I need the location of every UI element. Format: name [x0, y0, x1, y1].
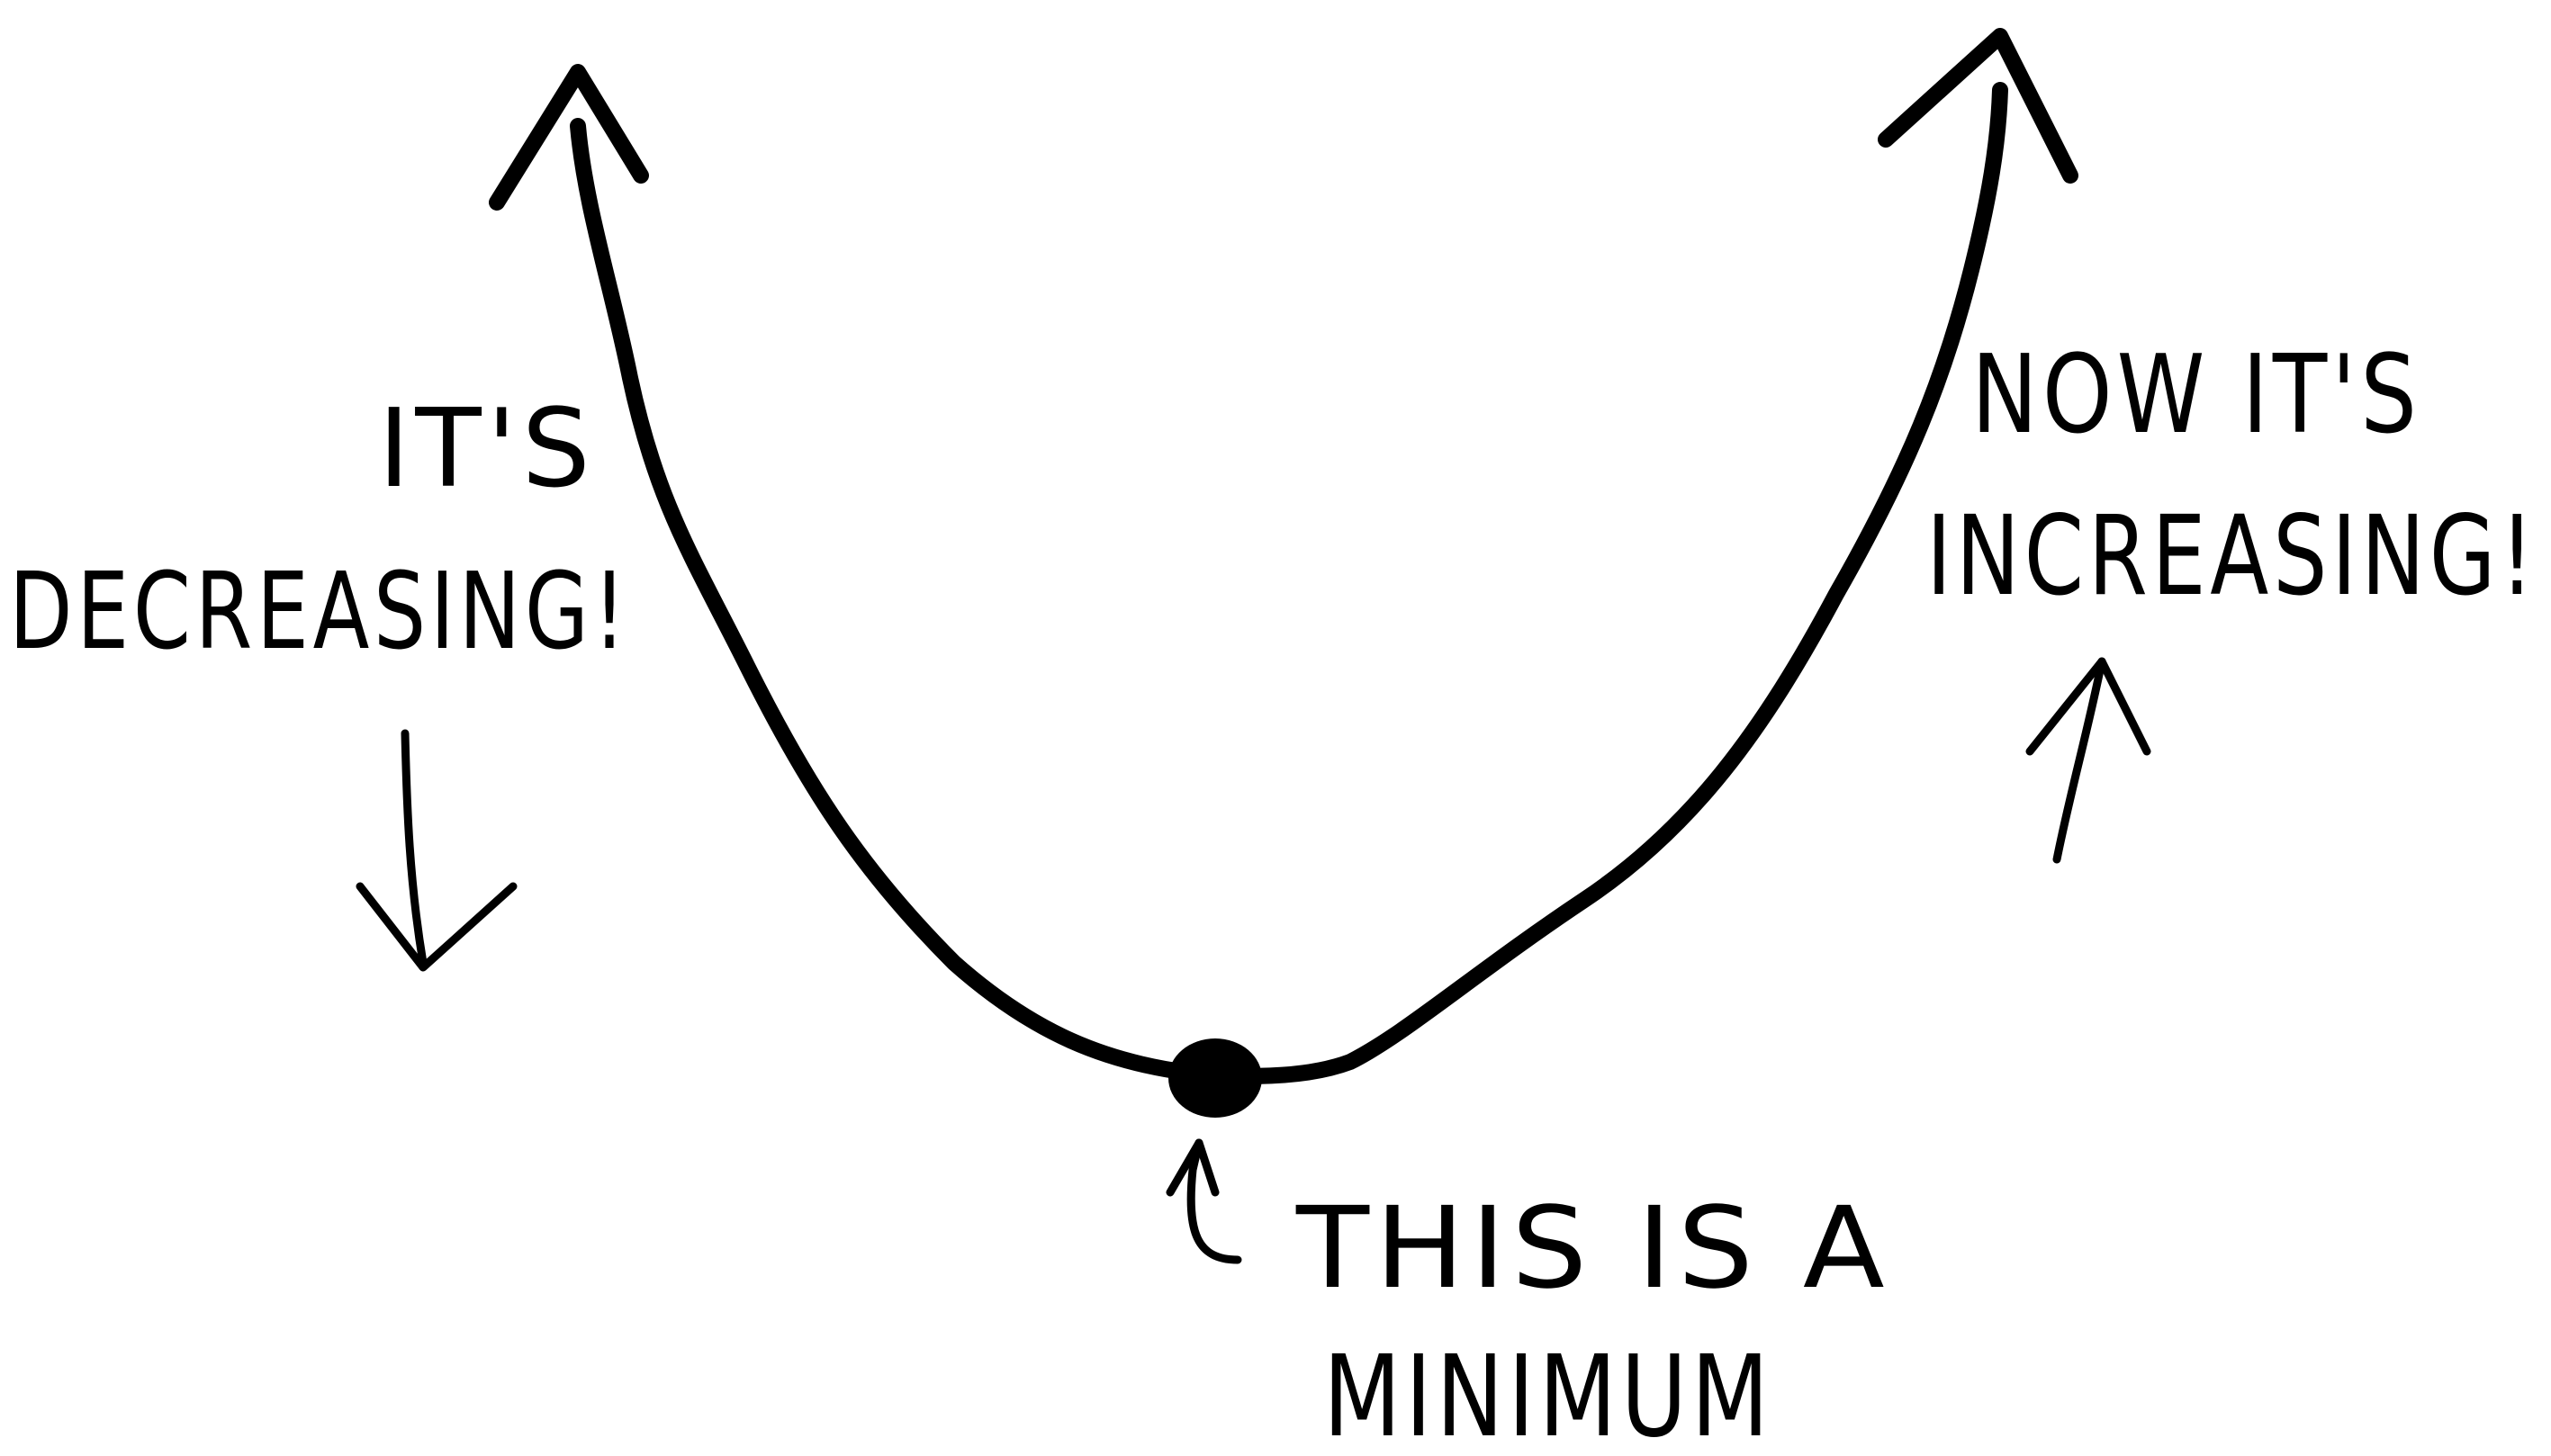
- minimum-label-line2: MINIMUM: [1323, 1332, 1773, 1456]
- right-curve-arrowhead: [1878, 28, 2078, 184]
- increasing-label-line2: INCREASING!: [1926, 492, 2538, 620]
- increasing-label-line1: NOW IT'S: [1971, 333, 2421, 458]
- decreasing-label-line1: IT'S: [378, 387, 596, 512]
- decreasing-label-line2: DECREASING!: [9, 549, 630, 673]
- up-arrowhead: [2025, 657, 2151, 756]
- minimum-label-line1: THIS IS A: [1295, 1183, 1890, 1314]
- left-curve-arrowhead: [489, 64, 649, 211]
- minimum-point-dot: [1168, 1038, 1262, 1118]
- u-shaped-curve: [570, 82, 2008, 1084]
- up-arrow: [2052, 657, 2106, 864]
- curved-up-arrowhead: [1166, 1138, 1220, 1197]
- down-arrowhead: [356, 882, 518, 972]
- down-arrow: [401, 729, 428, 967]
- curved-up-arrow: [1186, 1138, 1242, 1264]
